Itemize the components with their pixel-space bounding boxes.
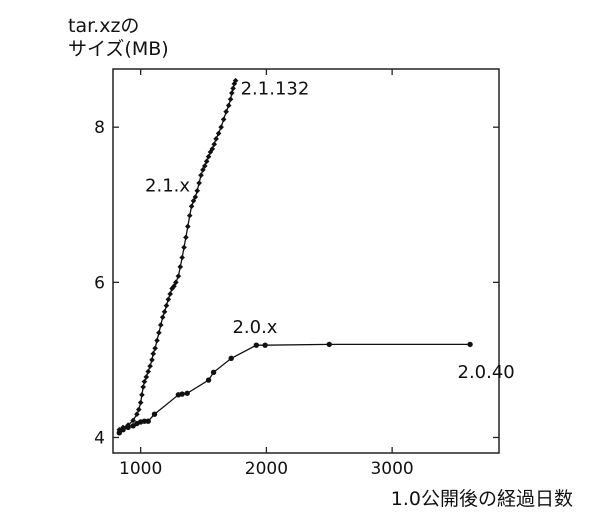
data-point-2-1-x: [140, 384, 146, 390]
data-point-2-0-x: [467, 341, 473, 348]
x-tick-label: 1000: [119, 459, 162, 479]
data-point-2-0-x: [120, 427, 126, 433]
data-point-2-1-x: [220, 116, 227, 123]
data-point-2-1-x: [203, 158, 210, 165]
series-layer: [116, 77, 473, 436]
data-point-2-1-x: [167, 291, 174, 297]
data-point-2-1-x: [175, 273, 182, 279]
data-point-2-1-x: [227, 96, 234, 103]
data-point-2-1-x: [130, 417, 136, 424]
annotation-label: 2.1.132: [241, 79, 310, 100]
plot-frame: [112, 68, 500, 454]
data-point-2-1-x: [141, 378, 148, 385]
data-point-2-1-x: [116, 426, 123, 433]
annotations: 2.1.132 2.1.x 2.0.x 2.0.40: [145, 79, 515, 383]
data-point-2-1-x: [186, 212, 193, 219]
data-point-2-1-x: [143, 374, 150, 380]
data-point-2-1-x: [149, 357, 155, 363]
data-point-2-1-x: [137, 399, 144, 406]
data-point-2-0-x: [228, 355, 234, 362]
y-axis-label-line2: サイズ(MB): [68, 38, 169, 60]
data-point-2-1-x: [209, 146, 216, 152]
y-ticks: 4 6 8: [94, 118, 499, 448]
x-ticks: 1000 2000 3000: [119, 69, 414, 479]
data-point-2-1-x: [171, 283, 177, 290]
data-point-2-1-x: [211, 141, 218, 148]
data-point-2-0-x: [141, 418, 148, 424]
y-tick-label: 6: [94, 273, 105, 293]
annotation-label: 2.0.40: [458, 362, 515, 383]
data-point-2-0-x: [184, 390, 190, 396]
data-point-2-1-x: [200, 167, 206, 173]
data-point-2-1-x: [185, 223, 191, 230]
data-point-2-1-x: [196, 180, 202, 186]
data-point-2-1-x: [139, 392, 145, 398]
annotation-label: 2.1.x: [145, 176, 190, 197]
data-point-2-0-x: [205, 377, 212, 383]
x-axis-label: 1.0公開後の経過日数: [391, 488, 573, 510]
data-point-2-0-x: [151, 411, 158, 417]
data-point-2-1-x: [223, 108, 229, 115]
data-point-2-1-x: [181, 244, 187, 251]
data-point-2-1-x: [232, 77, 239, 84]
data-point-2-0-x: [262, 342, 268, 348]
y-tick-label: 8: [94, 118, 105, 138]
y-axis-label-line1: tar.xzの: [68, 15, 139, 37]
data-point-2-1-x: [150, 350, 157, 357]
data-point-2-0-x: [253, 342, 260, 348]
data-point-2-1-x: [192, 194, 199, 200]
data-point-2-0-x: [326, 341, 332, 348]
series-line-2-1-x: [118, 80, 237, 431]
data-point-2-1-x: [188, 203, 195, 210]
data-point-2-1-x: [156, 329, 162, 336]
data-point-2-1-x: [225, 102, 232, 109]
data-point-2-1-x: [183, 234, 189, 241]
data-point-2-1-x: [169, 285, 175, 292]
data-point-2-0-x: [179, 391, 185, 397]
data-point-2-1-x: [134, 411, 140, 418]
data-point-2-0-x: [210, 369, 217, 376]
data-point-2-1-x: [163, 302, 170, 309]
data-point-2-1-x: [230, 85, 236, 92]
data-point-2-0-x: [116, 430, 122, 436]
data-point-2-1-x: [159, 314, 166, 321]
data-point-2-1-x: [152, 345, 158, 352]
x-tick-label: 2000: [245, 459, 288, 479]
data-point-2-1-x: [145, 368, 152, 375]
data-point-2-1-x: [215, 130, 222, 137]
data-point-2-0-x: [145, 418, 151, 424]
annotation-label: 2.0.x: [232, 317, 277, 338]
data-point-2-1-x: [135, 406, 142, 413]
data-point-2-1-x: [154, 337, 160, 344]
data-point-2-1-x: [190, 198, 197, 204]
data-point-2-1-x: [147, 363, 153, 369]
data-point-2-1-x: [177, 264, 184, 270]
data-point-2-1-x: [194, 187, 201, 194]
data-point-2-1-x: [201, 163, 208, 169]
data-point-2-1-x: [173, 279, 179, 286]
data-point-2-1-x: [218, 124, 224, 130]
data-point-2-1-x: [161, 309, 168, 315]
y-tick-label: 4: [94, 428, 105, 448]
data-point-2-1-x: [179, 254, 185, 261]
series-line-2-0-x: [118, 343, 471, 434]
data-point-2-1-x: [198, 172, 204, 179]
data-point-2-1-x: [229, 90, 235, 96]
data-point-2-1-x: [205, 153, 212, 160]
data-point-2-1-x: [213, 136, 219, 142]
data-point-2-1-x: [157, 322, 164, 328]
x-tick-label: 3000: [370, 459, 413, 479]
data-point-2-1-x: [165, 296, 172, 303]
data-point-2-0-x: [125, 424, 131, 431]
